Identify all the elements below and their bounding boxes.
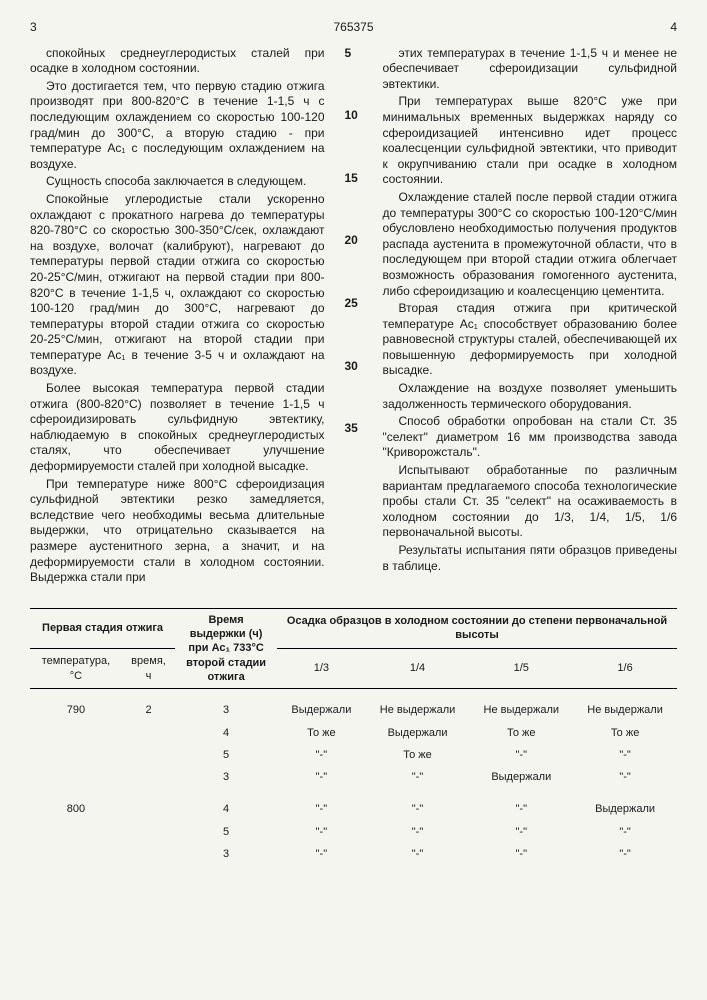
- cell-r: Выдержали: [277, 689, 366, 722]
- cell-hold: 3: [175, 689, 277, 722]
- line-num: 10: [345, 108, 363, 124]
- cell-hold: 3: [175, 766, 277, 788]
- cell-time: [122, 821, 175, 843]
- cell-time: 2: [122, 689, 175, 722]
- cell-r: То же: [366, 744, 470, 766]
- line-num: 35: [345, 421, 363, 437]
- paragraph: При температуре ниже 800°С сфероидизация…: [30, 477, 325, 586]
- line-num: 20: [345, 233, 363, 249]
- cell-temp: [30, 821, 122, 843]
- cell-r: "-": [277, 843, 366, 865]
- paragraph: этих температурах в течение 1-1,5 ч и ме…: [383, 46, 678, 93]
- paragraph: Спокойные углеродистые стали ускоренно о…: [30, 192, 325, 379]
- table-row: 5 "-" "-" "-" "-": [30, 821, 677, 843]
- cell-r: "-": [366, 821, 470, 843]
- page-left: 3: [30, 20, 37, 36]
- cell-r: То же: [277, 722, 366, 744]
- paragraph: Более высокая температура первой стадии …: [30, 381, 325, 475]
- line-num: 25: [345, 296, 363, 312]
- paragraph: Вторая стадия отжига при критической тем…: [383, 301, 678, 379]
- cell-r: Выдержали: [573, 788, 677, 820]
- results-table: Первая стадия отжига Время выдержки (ч) …: [30, 608, 677, 866]
- cell-hold: 4: [175, 722, 277, 744]
- paragraph: При температурах выше 820°С уже при мини…: [383, 94, 678, 188]
- cell-r: "-": [366, 766, 470, 788]
- cell-r: То же: [469, 722, 573, 744]
- paragraph: Сущность способа заключается в следующем…: [30, 174, 325, 190]
- paragraph: Это достигается тем, что первую стадию о…: [30, 79, 325, 173]
- cell-temp: 790: [30, 689, 122, 722]
- cell-time: [122, 843, 175, 865]
- cell-r: "-": [573, 843, 677, 865]
- cell-r: Не выдержали: [573, 689, 677, 722]
- cell-r: То же: [573, 722, 677, 744]
- cell-r: "-": [469, 821, 573, 843]
- cell-r: "-": [469, 788, 573, 820]
- th-frac: 1/5: [469, 649, 573, 689]
- right-column: этих температурах в течение 1-1,5 ч и ме…: [383, 46, 678, 588]
- cell-r: "-": [277, 788, 366, 820]
- cell-r: "-": [366, 843, 470, 865]
- cell-r: "-": [277, 821, 366, 843]
- cell-r: "-": [573, 766, 677, 788]
- cell-r: Не выдержали: [366, 689, 470, 722]
- line-num: 15: [345, 171, 363, 187]
- cell-temp: [30, 744, 122, 766]
- paragraph: Испытывают обработанные по различным вар…: [383, 463, 678, 541]
- cell-time: [122, 722, 175, 744]
- cell-time: [122, 744, 175, 766]
- cell-r: "-": [366, 788, 470, 820]
- cell-temp: 800: [30, 788, 122, 820]
- th-frac: 1/6: [573, 649, 677, 689]
- cell-time: [122, 788, 175, 820]
- th-frac: 1/3: [277, 649, 366, 689]
- cell-temp: [30, 766, 122, 788]
- cell-temp: [30, 843, 122, 865]
- cell-time: [122, 766, 175, 788]
- cell-r: Не выдержали: [469, 689, 573, 722]
- table-row: 4 То же Выдержали То же То же: [30, 722, 677, 744]
- text-columns: спокойных среднеуглеродистых сталей при …: [30, 46, 677, 588]
- paragraph: Способ обработки опробован на стали Ст. …: [383, 414, 678, 461]
- line-numbers: 5 10 15 20 25 30 35: [345, 46, 363, 588]
- cell-hold: 5: [175, 821, 277, 843]
- th-frac: 1/4: [366, 649, 470, 689]
- page-header: 3 765375 4: [30, 20, 677, 36]
- table-row: 3 "-" "-" "-" "-": [30, 843, 677, 865]
- table-body: 790 2 3 Выдержали Не выдержали Не выдерж…: [30, 689, 677, 866]
- table-row: 800 4 "-" "-" "-" Выдержали: [30, 788, 677, 820]
- left-column: спокойных среднеуглеродистых сталей при …: [30, 46, 325, 588]
- cell-r: "-": [469, 843, 573, 865]
- paragraph: Результаты испытания пяти образцов приве…: [383, 543, 678, 574]
- cell-hold: 3: [175, 843, 277, 865]
- cell-hold: 4: [175, 788, 277, 820]
- cell-r: "-": [469, 744, 573, 766]
- th-stage1: Первая стадия отжига: [30, 608, 175, 648]
- paragraph: спокойных среднеуглеродистых сталей при …: [30, 46, 325, 77]
- cell-r: "-": [277, 744, 366, 766]
- cell-r: Выдержали: [366, 722, 470, 744]
- table-row: 5 "-" То же "-" "-": [30, 744, 677, 766]
- table-row: 3 "-" "-" Выдержали "-": [30, 766, 677, 788]
- cell-temp: [30, 722, 122, 744]
- paragraph: Охлаждение сталей после первой стадии от…: [383, 190, 678, 299]
- cell-r: Выдержали: [469, 766, 573, 788]
- patent-number: 765375: [37, 20, 671, 36]
- page-right: 4: [670, 20, 677, 36]
- line-num: 30: [345, 359, 363, 375]
- cell-r: "-": [573, 744, 677, 766]
- line-num: 5: [345, 46, 363, 62]
- th-upset: Осадка образцов в холодном состоянии до …: [277, 608, 677, 648]
- th-time: время, ч: [122, 649, 175, 689]
- th-hold-time: Время выдержки (ч) при Ас₁ 733°С второй …: [175, 608, 277, 688]
- cell-r: "-": [573, 821, 677, 843]
- cell-r: "-": [277, 766, 366, 788]
- table-row: 790 2 3 Выдержали Не выдержали Не выдерж…: [30, 689, 677, 722]
- cell-hold: 5: [175, 744, 277, 766]
- paragraph: Охлаждение на воздухе позволяет уменьшит…: [383, 381, 678, 412]
- th-temp: температура, °С: [30, 649, 122, 689]
